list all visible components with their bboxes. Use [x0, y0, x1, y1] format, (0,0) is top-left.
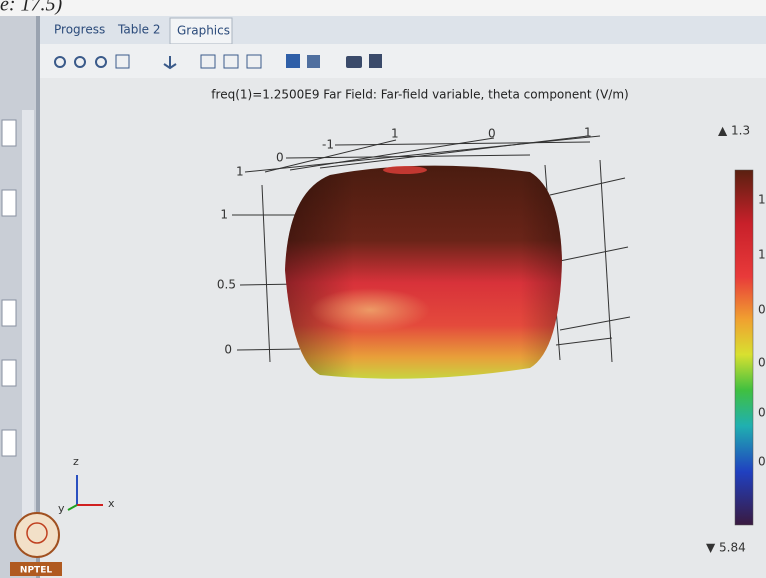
plot-title: freq(1)=1.2500E9 Far Field: Far-field va…	[211, 88, 628, 102]
panel-divider	[36, 16, 40, 578]
panel-scrollbar[interactable]	[22, 110, 34, 550]
caption-fragment: e: 17.5)	[0, 0, 63, 16]
panel-field	[2, 360, 16, 386]
print[interactable]	[369, 54, 382, 68]
surface-highlight	[383, 166, 427, 174]
color-min: ▼ 5.84	[706, 541, 746, 555]
render-mode[interactable]	[286, 54, 300, 68]
color-max: ▲ 1.3	[718, 124, 750, 138]
logo	[15, 513, 59, 557]
tab[interactable]: Table 2	[117, 23, 160, 37]
axis-line	[555, 247, 628, 262]
axis-label: -1	[322, 138, 334, 152]
axis-line	[290, 138, 494, 170]
color-bar	[735, 170, 753, 525]
axis-label: 1	[236, 165, 244, 179]
color-bar-label: 0	[758, 455, 766, 469]
screen: e: 17.5) Progress Table 2 Graphics freq(…	[0, 0, 766, 578]
panel-field	[2, 300, 16, 326]
triad-label: y	[58, 502, 65, 515]
axis-line	[320, 136, 588, 168]
panel-field	[2, 190, 16, 216]
axis-line	[237, 349, 300, 350]
axis-label: 1	[391, 127, 399, 141]
snapshot[interactable]	[346, 56, 362, 68]
surface-shading	[285, 166, 562, 379]
triad-label: x	[108, 497, 115, 510]
color-bar-label: 1	[758, 248, 766, 262]
color-bar-label: 0	[758, 303, 766, 317]
color-bar-label: 1	[758, 193, 766, 207]
axis-label: 1	[220, 208, 228, 222]
axis-label: 0.5	[217, 278, 236, 292]
triad-y	[68, 505, 77, 510]
tab[interactable]: Graphics	[177, 24, 230, 38]
axis-label: 0	[224, 343, 232, 357]
axis-label: 0	[488, 127, 496, 141]
transparency[interactable]	[307, 55, 320, 68]
axis-label: 0	[276, 151, 284, 165]
panel-field	[2, 430, 16, 456]
surface-highlight	[310, 288, 430, 332]
axis-line	[550, 178, 625, 195]
toolbar	[40, 44, 766, 78]
axis-line	[556, 338, 612, 345]
color-bar-label: 0	[758, 406, 766, 420]
caption-strip	[0, 0, 766, 16]
color-bar-label: 0	[758, 356, 766, 370]
panel-field	[2, 120, 16, 146]
axis-line	[600, 160, 612, 362]
tab[interactable]: Progress	[54, 23, 105, 37]
triad-label: z	[73, 455, 79, 468]
logo-text: NPTEL	[20, 566, 52, 576]
axis-label: 1	[584, 126, 592, 140]
axis-line	[560, 317, 630, 330]
axis-line	[262, 185, 270, 362]
